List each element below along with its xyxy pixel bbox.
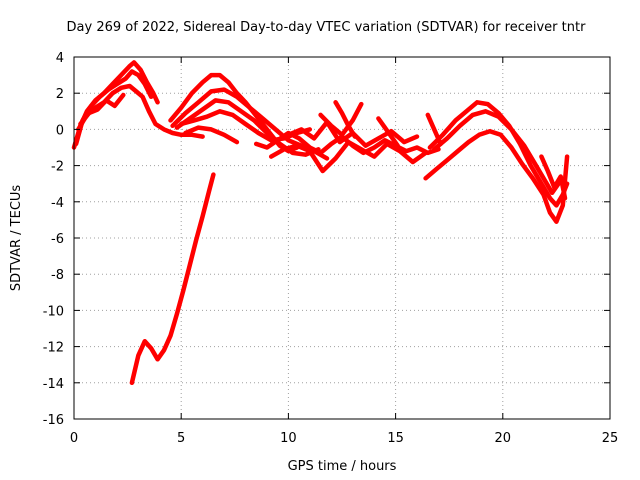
y-tick-label: -14	[43, 377, 64, 392]
y-tick-label: -4	[51, 196, 64, 211]
series-arc-13	[318, 101, 364, 138]
y-tick-label: -6	[51, 232, 64, 247]
series-arc-18	[431, 109, 561, 196]
x-tick-label: 25	[602, 431, 619, 446]
y-tick-label: 0	[56, 123, 64, 138]
x-tick-label: 0	[70, 431, 78, 446]
series-arc-2	[73, 69, 154, 147]
series-arc-9	[183, 125, 240, 145]
series-arc-11	[268, 139, 428, 174]
x-tick-label: 10	[280, 431, 297, 446]
x-tick-label: 20	[495, 431, 512, 446]
y-tick-label: -8	[51, 268, 64, 283]
chart-title: Day 269 of 2022, Sidereal Day-to-day VTE…	[67, 20, 587, 35]
series-arc-20	[539, 154, 568, 201]
series-arc-21	[129, 172, 216, 386]
y-tick-label: 2	[56, 87, 64, 102]
y-tick-label: -10	[43, 304, 64, 319]
y-tick-label: 4	[56, 51, 64, 66]
series-arc-19	[423, 128, 570, 224]
x-tick-label: 15	[387, 431, 404, 446]
x-axis-label: GPS time / hours	[288, 459, 397, 474]
series-arc-15	[376, 116, 400, 148]
y-tick-label: -2	[51, 160, 64, 175]
data-series	[71, 60, 570, 386]
y-tick-label: -12	[43, 341, 64, 356]
y-tick-label: -16	[43, 413, 64, 428]
series-arc-4	[78, 92, 126, 127]
axis-ticks: 0 5 10 15 20 25 -16 -14 -12 -10 -8 -6 -4 -2 0 2 4	[43, 51, 619, 446]
series-arc-14	[333, 100, 358, 139]
series-arc-7	[174, 98, 321, 157]
x-tick-label: 5	[177, 431, 185, 446]
y-axis-label: SDTVAR / TECUs	[9, 185, 24, 292]
